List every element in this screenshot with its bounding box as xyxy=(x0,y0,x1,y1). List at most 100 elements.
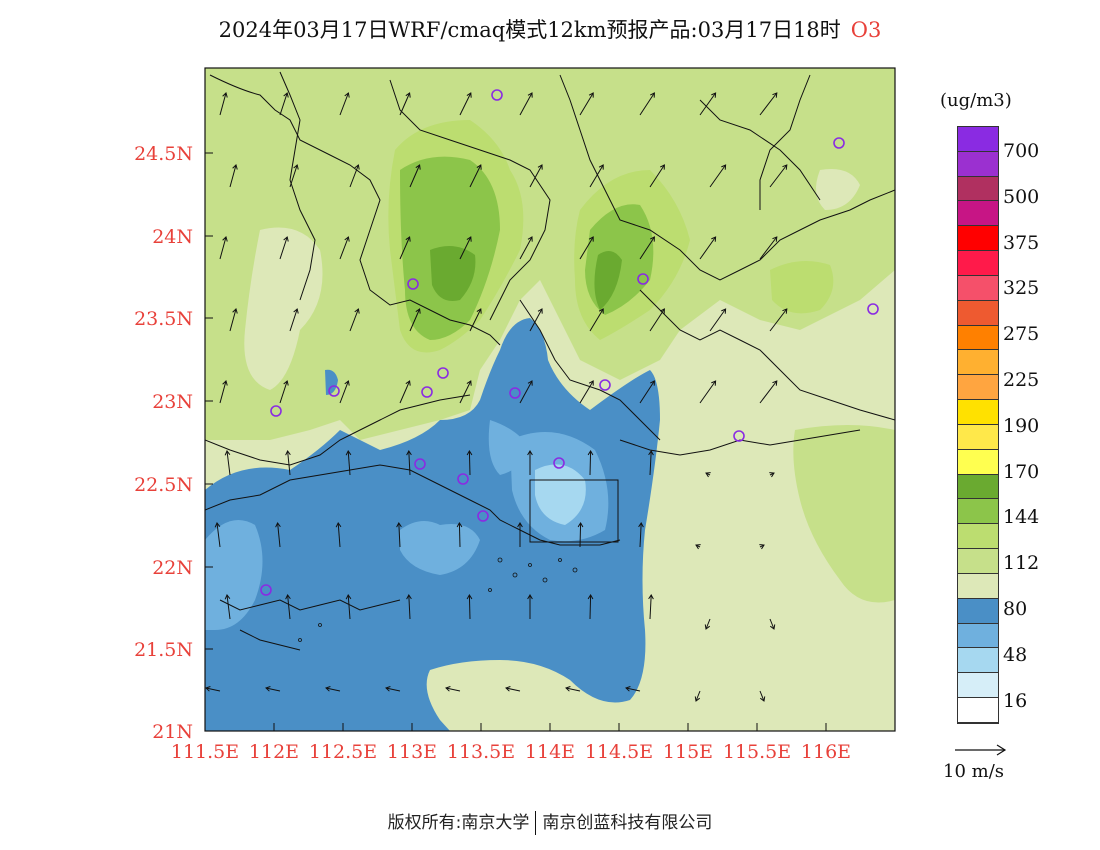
wind-arrow xyxy=(345,450,352,476)
color-scale-label: 325 xyxy=(1003,277,1040,300)
wind-arrow xyxy=(699,380,717,404)
wind-arrow xyxy=(517,522,523,547)
station-marker xyxy=(270,405,282,417)
wind-arrow xyxy=(289,164,299,188)
wind-arrow xyxy=(409,308,421,332)
wind-arrow xyxy=(339,380,350,404)
wind-arrow xyxy=(519,236,533,260)
station-marker xyxy=(833,137,845,149)
wind-arrow xyxy=(399,92,411,116)
wind-arrow xyxy=(275,522,281,548)
color-scale-segment xyxy=(958,176,998,202)
wind-arrow xyxy=(579,92,594,116)
wind-arrow xyxy=(519,380,533,404)
wind-arrow xyxy=(279,236,289,260)
latitude-labels: 24.5N 24N 23.5N 23N 22.5N 22N 21.5N 21N xyxy=(134,143,193,743)
station-marker xyxy=(637,273,649,285)
color-scale-label: 112 xyxy=(1003,552,1040,575)
wind-arrow xyxy=(565,686,581,692)
wind-arrow xyxy=(285,450,291,476)
color-scale-segment xyxy=(958,524,998,550)
wind-arrow xyxy=(466,594,473,620)
wind-arrow xyxy=(587,450,594,476)
wind-arrow xyxy=(529,308,543,332)
station-marker xyxy=(491,89,503,101)
station-marker xyxy=(457,473,469,485)
wind-arrow xyxy=(229,308,238,332)
station-marker xyxy=(509,387,521,399)
lat-label: 23.5N xyxy=(134,308,193,330)
color-scale-segment xyxy=(958,474,998,500)
footer-right: 南京创蓝科技有限公司 xyxy=(542,813,713,833)
wind-arrow xyxy=(406,594,412,620)
wind-arrow xyxy=(648,450,654,476)
color-scale-label: 190 xyxy=(1003,414,1040,437)
wind-arrow xyxy=(759,690,766,702)
wind-arrow xyxy=(345,594,352,620)
title-main: 2024年03月17日WRF/cmaq模式12km预报产品:03月17日18时 xyxy=(218,18,841,42)
wind-arrow xyxy=(625,686,641,692)
wind-arrow xyxy=(699,236,717,260)
color-scale-segment xyxy=(958,449,998,475)
copyright-footer: 版权所有:南京大学 南京创蓝科技有限公司 xyxy=(0,808,1100,835)
color-scale-segment xyxy=(958,598,998,624)
color-scale-segment xyxy=(958,251,998,276)
wind-arrow xyxy=(409,164,421,188)
wind-arrow xyxy=(214,522,221,548)
wind-arrow xyxy=(219,236,228,260)
lon-label: 116E xyxy=(801,741,851,763)
station-marker xyxy=(407,278,419,290)
color-scale-segment xyxy=(958,623,998,649)
color-scale-segment xyxy=(958,151,998,177)
station-marker xyxy=(867,303,879,315)
wind-arrow xyxy=(339,236,350,260)
color-scale-label: 275 xyxy=(1003,323,1040,346)
color-scale-segment xyxy=(958,325,998,351)
color-scale-segment xyxy=(958,127,998,152)
color-scale-segment xyxy=(958,350,998,376)
station-marker xyxy=(599,379,611,391)
color-scale-segment xyxy=(958,673,998,699)
lon-label: 115.5E xyxy=(723,741,791,763)
wind-arrow xyxy=(705,472,711,478)
color-scale-segment xyxy=(958,698,998,723)
wind-arrow xyxy=(587,594,594,620)
wind-arrow xyxy=(339,92,350,116)
color-scale-label: 700 xyxy=(1003,140,1040,162)
wind-arrow xyxy=(769,618,776,630)
wind-arrow xyxy=(335,522,342,548)
lat-label: 21N xyxy=(152,721,193,743)
lon-label: 113.5E xyxy=(447,741,515,763)
wind-arrow xyxy=(265,686,281,692)
footer-separator xyxy=(535,811,537,835)
wind-arrow xyxy=(709,164,727,188)
wind-arrow xyxy=(466,450,473,476)
wind-arrow xyxy=(459,92,472,116)
wind-arrow xyxy=(385,686,401,692)
legend-unit: (ug/m3) xyxy=(940,90,1012,111)
station-marker xyxy=(328,385,340,397)
lon-label: 114E xyxy=(525,741,575,763)
wind-arrow xyxy=(649,308,665,332)
station-markers xyxy=(260,89,879,596)
wind-arrow xyxy=(459,236,472,260)
vector-legend-label: 10 m/s xyxy=(943,761,1004,782)
color-scale-segment xyxy=(958,275,998,301)
wind-arrow xyxy=(229,164,238,188)
color-scale-label: 225 xyxy=(1003,369,1040,391)
color-scale-segment xyxy=(958,549,998,574)
wind-arrow xyxy=(399,236,411,260)
color-scale-label: 170 xyxy=(1003,460,1040,483)
wind-arrow xyxy=(694,690,701,702)
lat-label: 22.5N xyxy=(134,474,193,496)
wind-arrow xyxy=(519,92,533,116)
lon-label: 111.5E xyxy=(171,741,239,763)
lat-label: 24.5N xyxy=(134,143,193,165)
color-scale-segment xyxy=(958,424,998,450)
wind-arrow xyxy=(769,472,775,478)
wind-arrow xyxy=(589,308,604,332)
wind-arrow xyxy=(577,522,584,548)
wind-arrow xyxy=(759,92,778,116)
wind-arrow xyxy=(579,380,594,404)
